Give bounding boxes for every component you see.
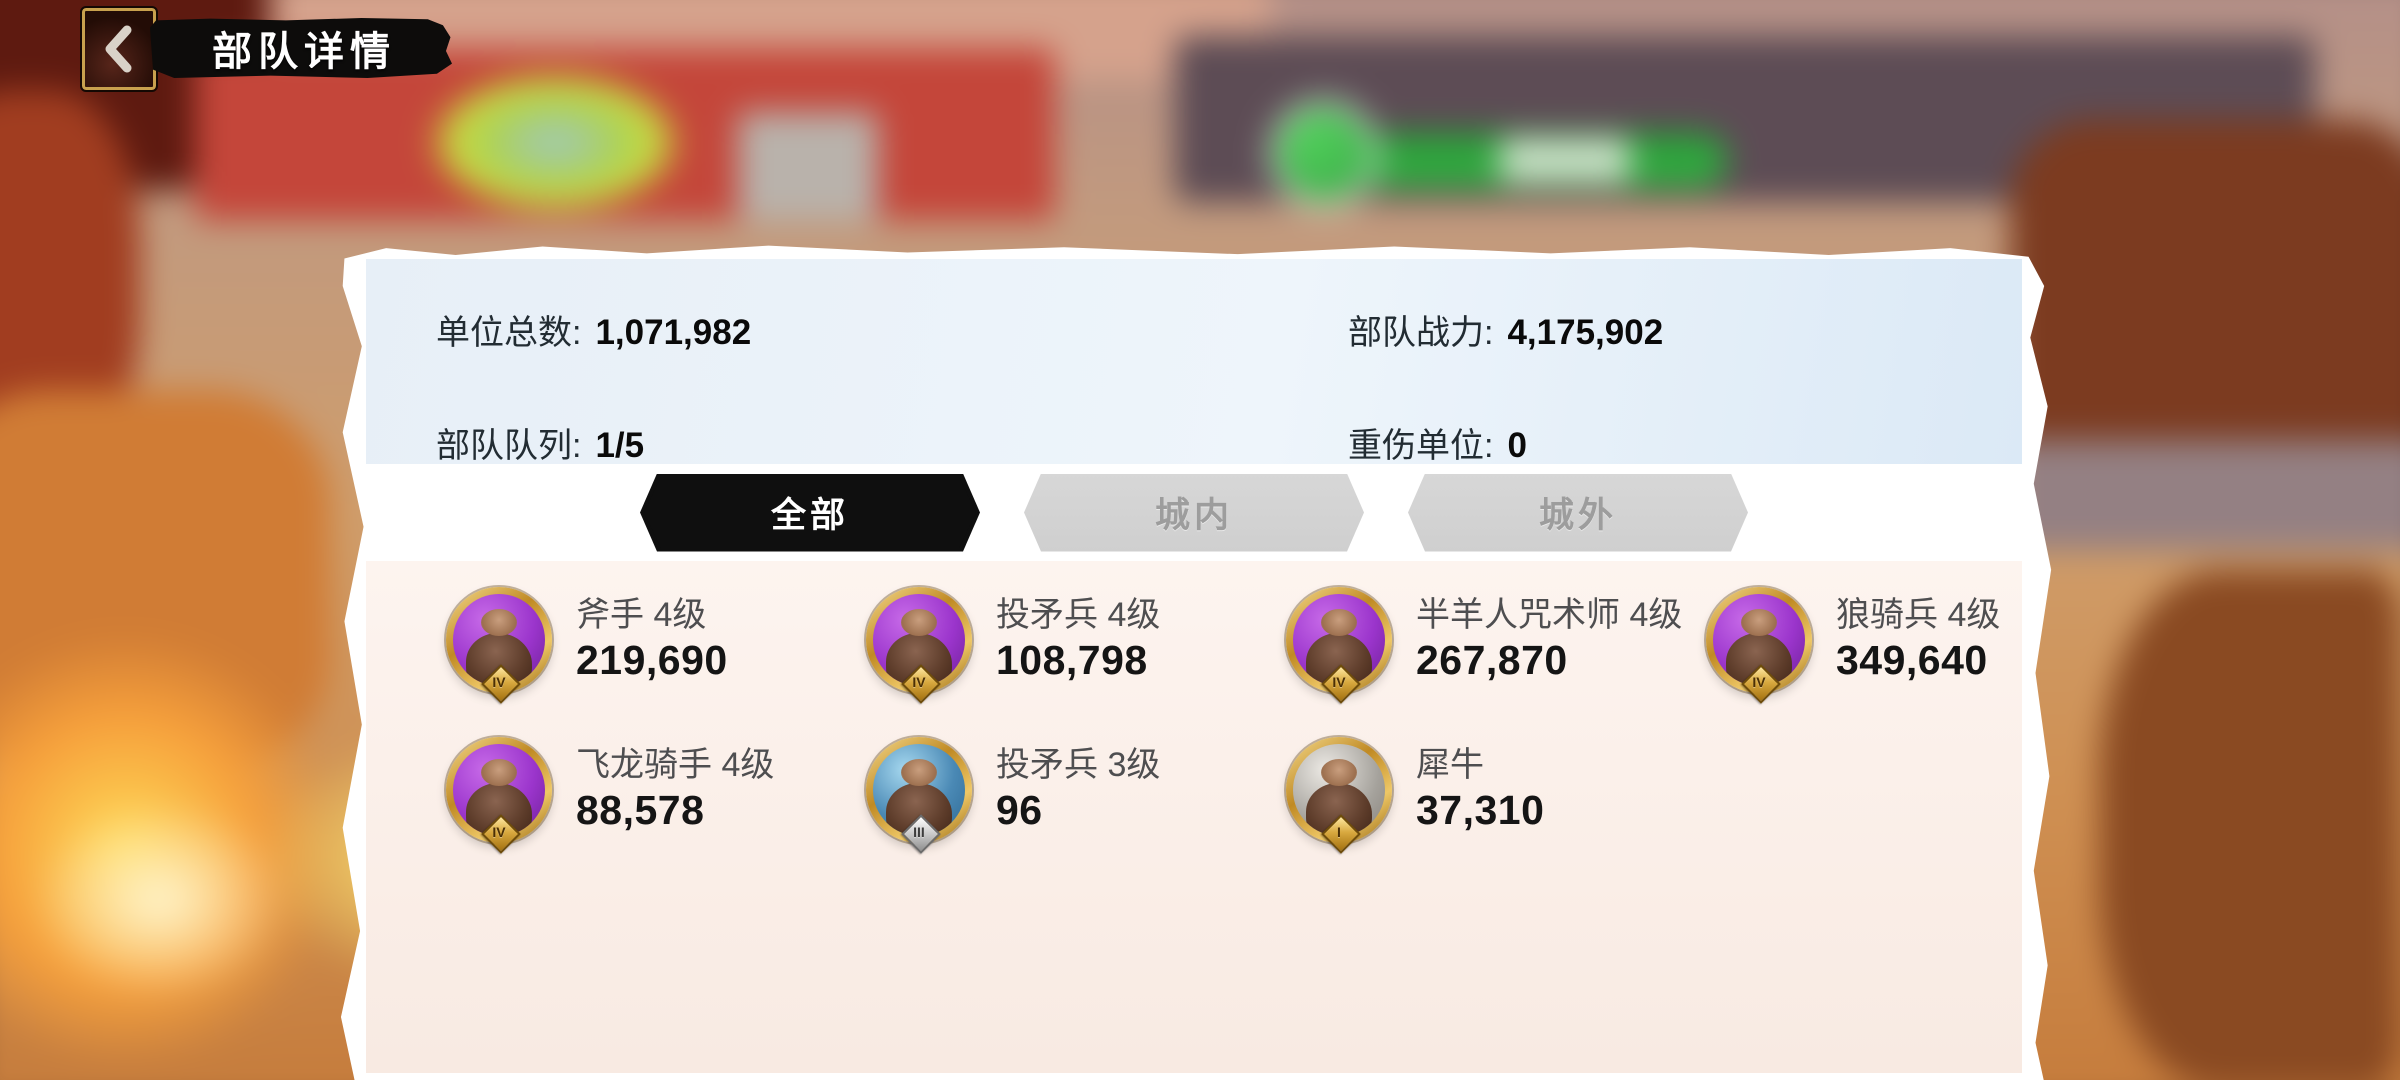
tier-badge-text: IV — [912, 674, 926, 690]
unit-count: 349,640 — [1836, 637, 1988, 683]
tier-badge-text: IV — [1752, 674, 1766, 690]
tier-badge: IV — [482, 815, 516, 849]
tab-城外[interactable]: 城外 — [1408, 473, 1748, 552]
stat-label: 部队战力: — [1348, 314, 1494, 352]
tab-城内[interactable]: 城内 — [1024, 473, 1364, 552]
tier-badge: I — [1322, 815, 1356, 849]
back-button[interactable] — [80, 6, 158, 92]
tier-badge: IV — [482, 665, 516, 699]
tier-badge-text: IV — [492, 674, 506, 690]
unit-count: 96 — [996, 787, 1043, 833]
unit-entry[interactable]: IV 斧手 4级 219,690 — [446, 587, 866, 693]
tab-label: 城内 — [1154, 496, 1233, 535]
stat-label: 单位总数: — [436, 314, 582, 352]
unit-name: 飞龙骑手 4级 — [576, 746, 775, 784]
tier-badge-text: I — [1337, 824, 1341, 840]
unit-entry[interactable]: III 投矛兵 3级 96 — [866, 737, 1286, 843]
tab-label: 全部 — [770, 496, 849, 535]
tier-badge-text: IV — [492, 824, 506, 840]
unit-entry[interactable]: IV 投矛兵 4级 108,798 — [866, 587, 1286, 693]
tier-badge: IV — [902, 665, 936, 699]
tab-label: 城外 — [1538, 496, 1617, 535]
unit-portrait-icon: IV — [446, 737, 552, 843]
unit-portrait-icon: IV — [446, 587, 552, 693]
tab-全部[interactable]: 全部 — [640, 473, 980, 552]
unit-name: 犀牛 — [1416, 746, 1484, 784]
filter-tabs: 全部 城内 城外 — [366, 464, 2022, 561]
stat-row: 单位总数: 1,071,982 — [436, 309, 751, 364]
unit-name: 半羊人咒术师 4级 — [1416, 596, 1683, 634]
tier-badge: IV — [1742, 665, 1776, 699]
unit-entry[interactable]: I 犀牛 37,310 — [1286, 737, 1706, 843]
unit-portrait-icon: IV — [1706, 587, 1812, 693]
tier-badge-text: III — [913, 824, 925, 840]
unit-name: 斧手 4级 — [576, 596, 707, 634]
unit-portrait-icon: III — [866, 737, 972, 843]
unit-count: 88,578 — [576, 787, 705, 833]
stat-row: 重伤单位: 0 — [1348, 422, 1663, 477]
unit-name: 投矛兵 4级 — [996, 596, 1161, 634]
unit-count: 108,798 — [996, 637, 1148, 683]
stat-value: 0 — [1507, 426, 1527, 465]
unit-entry[interactable]: IV 半羊人咒术师 4级 267,870 — [1286, 587, 1706, 693]
unit-portrait-icon: IV — [866, 587, 972, 693]
page-title: 部队详情 — [212, 30, 396, 74]
unit-entry[interactable]: IV 飞龙骑手 4级 88,578 — [446, 737, 866, 843]
stat-label: 部队队列: — [436, 427, 582, 465]
units-grid: IV 斧手 4级 219,690 IV 投矛兵 4级 108,798 IV 半羊… — [366, 561, 2022, 843]
stat-row: 部队战力: 4,175,902 — [1348, 309, 1663, 364]
unit-count: 37,310 — [1416, 787, 1545, 833]
units-section: IV 斧手 4级 219,690 IV 投矛兵 4级 108,798 IV 半羊… — [366, 561, 2022, 1073]
stats-column-left: 单位总数: 1,071,982 部队队列: 1/5 — [436, 309, 751, 477]
stats-column-right: 部队战力: 4,175,902 重伤单位: 0 — [1348, 309, 1663, 477]
unit-name: 狼骑兵 4级 — [1836, 596, 2001, 634]
tier-badge: III — [902, 815, 936, 849]
stat-label: 重伤单位: — [1348, 427, 1494, 465]
stat-value: 1,071,982 — [595, 313, 752, 352]
stats-section: 单位总数: 1,071,982 部队队列: 1/5 部队战力: 4,175,902 重… — [366, 259, 2022, 465]
back-chevron-icon — [105, 25, 132, 73]
unit-count: 219,690 — [576, 637, 728, 683]
tier-badge: IV — [1322, 665, 1356, 699]
unit-portrait-icon: IV — [1286, 587, 1392, 693]
stat-row: 部队队列: 1/5 — [436, 422, 751, 477]
stat-value: 1/5 — [595, 426, 645, 465]
unit-portrait-icon: I — [1286, 737, 1392, 843]
stat-value: 4,175,902 — [1507, 313, 1664, 352]
troop-detail-panel: 单位总数: 1,071,982 部队队列: 1/5 部队战力: 4,175,902 重… — [340, 245, 2052, 1080]
tier-badge-text: IV — [1332, 674, 1346, 690]
title-plate: 部队详情 — [150, 18, 452, 78]
unit-entry[interactable]: IV 狼骑兵 4级 349,640 — [1706, 587, 2022, 693]
unit-count: 267,870 — [1416, 637, 1568, 683]
unit-name: 投矛兵 3级 — [996, 746, 1161, 784]
